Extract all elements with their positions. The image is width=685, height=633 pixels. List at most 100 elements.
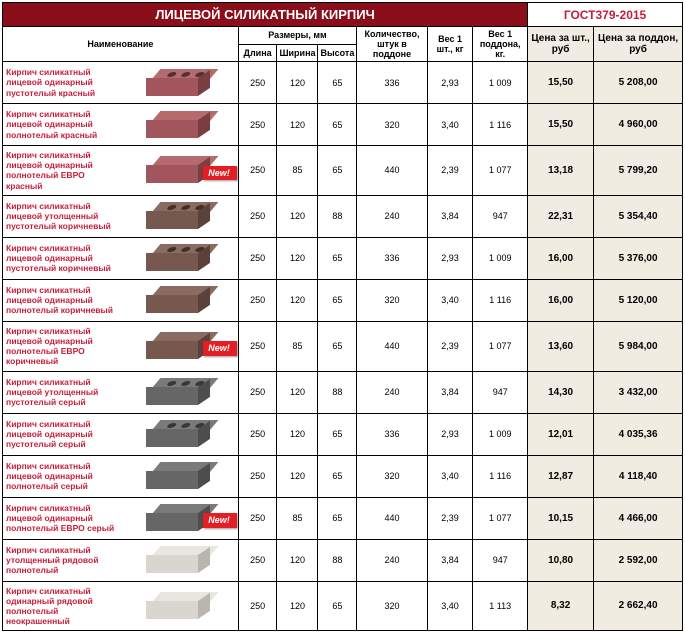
- cell-w1: 3,40: [427, 279, 473, 321]
- cell-w1: 2,39: [427, 497, 473, 539]
- price-table: ЛИЦЕВОЙ СИЛИКАТНЫЙ КИРПИЧ ГОСТ379-2015 Н…: [2, 2, 683, 631]
- col-pu: Цена за шт., руб: [528, 27, 594, 62]
- product-name-cell: Кирпич силикатный лицевой одинарный пуст…: [3, 62, 239, 104]
- cell-vysota: 65: [318, 279, 357, 321]
- cell-dlina: 250: [238, 371, 277, 413]
- table-row: Кирпич силикатный лицевой одинарный пуст…: [3, 237, 683, 279]
- cell-wp: 1 116: [473, 279, 528, 321]
- cell-w1: 3,40: [427, 581, 473, 631]
- cell-shirina: 120: [277, 62, 318, 104]
- product-name-cell: Кирпич силикатный лицевой одинарный пуст…: [3, 237, 239, 279]
- cell-qty: 320: [357, 581, 428, 631]
- new-badge: New!: [203, 513, 237, 528]
- cell-vysota: 65: [318, 321, 357, 371]
- table-row: Кирпич силикатный лицевой одинарный полн…: [3, 321, 683, 371]
- brick-icon: [121, 286, 235, 314]
- col-dlina: Длина: [238, 44, 277, 62]
- cell-w1: 3,40: [427, 455, 473, 497]
- brick-icon: [121, 111, 235, 139]
- cell-wp: 1 009: [473, 237, 528, 279]
- brick-icon: [121, 546, 235, 574]
- product-name: Кирпич силикатный лицевой одинарный полн…: [6, 461, 121, 492]
- cell-vysota: 88: [318, 371, 357, 413]
- brick-icon: [121, 378, 235, 406]
- cell-price-unit: 8,32: [528, 581, 594, 631]
- brick-icon: [121, 462, 235, 490]
- brick-icon: [121, 69, 235, 97]
- cell-dlina: 250: [238, 237, 277, 279]
- product-name: Кирпич силикатный лицевой одинарный полн…: [6, 285, 121, 316]
- product-name-cell: Кирпич силикатный лицевой одинарный полн…: [3, 455, 239, 497]
- cell-wp: 1 116: [473, 455, 528, 497]
- cell-shirina: 120: [277, 413, 318, 455]
- cell-wp: 1 116: [473, 104, 528, 146]
- cell-vysota: 65: [318, 62, 357, 104]
- product-name-cell: Кирпич силикатный лицевой утолщенный пус…: [3, 371, 239, 413]
- cell-price-unit: 16,00: [528, 279, 594, 321]
- cell-w1: 3,40: [427, 104, 473, 146]
- cell-shirina: 120: [277, 539, 318, 581]
- col-pp: Цена за поддон, руб: [594, 27, 683, 62]
- cell-dlina: 250: [238, 497, 277, 539]
- cell-wp: 947: [473, 195, 528, 237]
- table-row: Кирпич силикатный лицевой утолщенный пус…: [3, 195, 683, 237]
- cell-qty: 336: [357, 413, 428, 455]
- cell-dlina: 250: [238, 104, 277, 146]
- cell-vysota: 65: [318, 581, 357, 631]
- cell-dlina: 250: [238, 195, 277, 237]
- cell-price-unit: 12,01: [528, 413, 594, 455]
- cell-price-pallet: 5 799,20: [594, 146, 683, 196]
- new-badge: New!: [203, 341, 237, 356]
- cell-dlina: 250: [238, 455, 277, 497]
- cell-w1: 2,39: [427, 321, 473, 371]
- product-name: Кирпич силикатный лицевой утолщенный пус…: [6, 377, 121, 408]
- cell-w1: 2,39: [427, 146, 473, 196]
- product-name: Кирпич силикатный лицевой одинарный полн…: [6, 150, 121, 191]
- cell-price-pallet: 5 120,00: [594, 279, 683, 321]
- cell-price-unit: 14,30: [528, 371, 594, 413]
- cell-qty: 440: [357, 497, 428, 539]
- brick-icon: New!: [121, 156, 235, 184]
- cell-w1: 2,93: [427, 413, 473, 455]
- cell-price-pallet: 5 354,40: [594, 195, 683, 237]
- cell-qty: 336: [357, 62, 428, 104]
- product-name: Кирпич силикатный лицевой одинарный пуст…: [6, 419, 121, 450]
- product-name-cell: Кирпич силикатный лицевой одинарный пуст…: [3, 413, 239, 455]
- table-row: Кирпич силикатный лицевой утолщенный пус…: [3, 371, 683, 413]
- cell-w1: 3,84: [427, 195, 473, 237]
- cell-price-pallet: 5 208,00: [594, 62, 683, 104]
- col-vysota: Высота: [318, 44, 357, 62]
- table-row: Кирпич силикатный лицевой одинарный пуст…: [3, 413, 683, 455]
- product-name: Кирпич силикатный лицевой одинарный полн…: [6, 326, 121, 367]
- product-name-cell: Кирпич силикатный лицевой одинарный полн…: [3, 104, 239, 146]
- cell-price-unit: 13,18: [528, 146, 594, 196]
- table-row: Кирпич силикатный лицевой одинарный полн…: [3, 497, 683, 539]
- brick-icon: [121, 420, 235, 448]
- cell-qty: 440: [357, 321, 428, 371]
- cell-vysota: 65: [318, 455, 357, 497]
- table-title: ЛИЦЕВОЙ СИЛИКАТНЫЙ КИРПИЧ: [3, 3, 528, 27]
- product-name-cell: Кирпич силикатный одинарный рядовой полн…: [3, 581, 239, 631]
- cell-qty: 240: [357, 371, 428, 413]
- cell-vysota: 88: [318, 195, 357, 237]
- cell-price-unit: 13,60: [528, 321, 594, 371]
- cell-price-pallet: 5 376,00: [594, 237, 683, 279]
- cell-price-pallet: 2 592,00: [594, 539, 683, 581]
- cell-wp: 1 113: [473, 581, 528, 631]
- cell-price-pallet: 5 984,00: [594, 321, 683, 371]
- product-name: Кирпич силикатный лицевой одинарный пуст…: [6, 243, 121, 274]
- cell-wp: 1 009: [473, 62, 528, 104]
- table-row: Кирпич силикатный лицевой одинарный полн…: [3, 146, 683, 196]
- product-name-cell: Кирпич силикатный утолщенный рядовой пол…: [3, 539, 239, 581]
- product-name: Кирпич силикатный лицевой одинарный полн…: [6, 503, 121, 534]
- table-row: Кирпич силикатный лицевой одинарный полн…: [3, 455, 683, 497]
- table-row: Кирпич силикатный лицевой одинарный полн…: [3, 279, 683, 321]
- cell-shirina: 120: [277, 104, 318, 146]
- product-name: Кирпич силикатный утолщенный рядовой пол…: [6, 545, 121, 576]
- col-w1: Вес 1 шт., кг: [427, 27, 473, 62]
- table-row: Кирпич силикатный лицевой одинарный полн…: [3, 104, 683, 146]
- cell-shirina: 120: [277, 279, 318, 321]
- brick-icon: [121, 202, 235, 230]
- cell-price-pallet: 3 432,00: [594, 371, 683, 413]
- cell-qty: 320: [357, 279, 428, 321]
